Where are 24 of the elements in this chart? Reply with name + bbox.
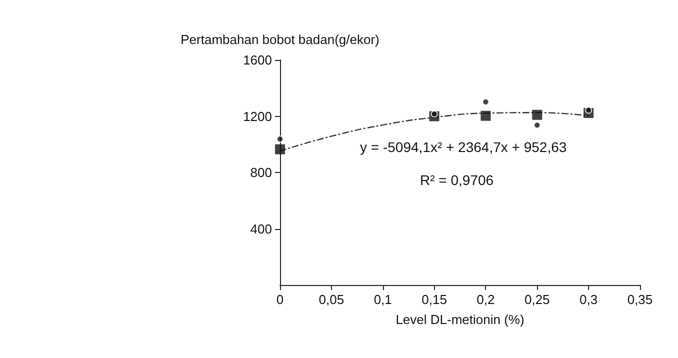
- x-tick-label: 0,05: [318, 292, 344, 307]
- point: [534, 122, 541, 129]
- y-tick-label: 400: [250, 221, 272, 236]
- x-tick-label: 0,2: [476, 292, 495, 307]
- x-tick-label: 0,25: [524, 292, 550, 307]
- point: [430, 110, 438, 118]
- point: [532, 110, 542, 120]
- y-tick-label: 800: [250, 165, 272, 180]
- y-tick-label: 1600: [243, 52, 272, 68]
- point: [275, 144, 285, 154]
- x-tick-label: 0,35: [627, 292, 653, 307]
- y-tick-label: 1200: [243, 108, 272, 124]
- point: [585, 106, 592, 114]
- x-tick-label: 0: [276, 292, 284, 307]
- annotation: y = -5094,1x² + 2364,7x + 952,63: [360, 139, 567, 155]
- y-axis-title: Pertambahan bobot badan(g/ekor): [180, 32, 380, 47]
- x-tick-label: 0,3: [580, 292, 598, 307]
- x-tick-label: 0,15: [422, 292, 447, 307]
- x-tick-label: 0,1: [374, 292, 392, 307]
- point: [480, 110, 491, 121]
- annotation: R² = 0,9706: [420, 172, 494, 188]
- point: [276, 136, 284, 143]
- x-axis-title: Level DL-metionin (%): [396, 312, 524, 327]
- point: [482, 98, 490, 106]
